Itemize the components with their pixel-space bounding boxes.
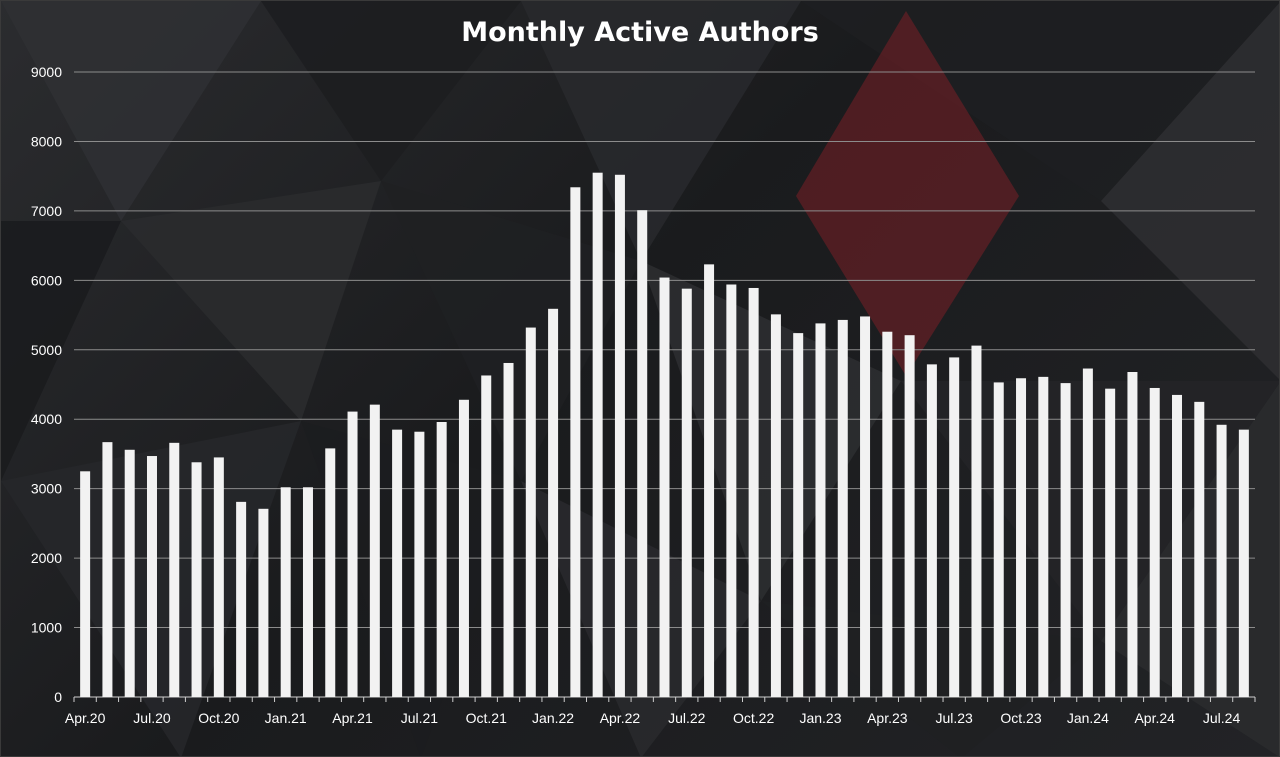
x-tick-label: Oct.21 xyxy=(466,710,507,726)
x-tick-label: Apr.20 xyxy=(65,710,106,726)
bar xyxy=(146,456,157,697)
x-tick-label: Apr.22 xyxy=(600,710,641,726)
x-tick-label: Apr.21 xyxy=(332,710,373,726)
bar xyxy=(436,422,447,697)
x-tick-label: Jan.21 xyxy=(265,710,307,726)
x-tick-label: Apr.23 xyxy=(867,710,908,726)
bar xyxy=(548,308,559,697)
bar xyxy=(904,335,915,697)
x-tick-label: Apr.24 xyxy=(1134,710,1175,726)
bar xyxy=(1194,401,1205,697)
bar xyxy=(191,462,202,697)
y-tick-label: 0 xyxy=(54,689,62,705)
bar xyxy=(169,442,180,697)
x-tick-label: Jul.24 xyxy=(1203,710,1241,726)
bar xyxy=(882,331,893,697)
background-facet xyxy=(121,181,381,421)
bar xyxy=(503,362,514,697)
bar xyxy=(1172,394,1183,697)
bar xyxy=(213,457,224,697)
x-tick-label: Oct.23 xyxy=(1000,710,1041,726)
bar xyxy=(1016,378,1027,697)
bar xyxy=(860,316,871,697)
red-diamond-shape xyxy=(796,11,1019,376)
bar xyxy=(926,364,937,697)
bar xyxy=(525,327,536,697)
bar xyxy=(1127,372,1138,697)
y-tick-label: 5000 xyxy=(31,342,62,358)
background-facet xyxy=(261,1,521,181)
bar xyxy=(570,187,581,697)
bar xyxy=(414,431,425,697)
bar xyxy=(637,210,648,697)
background-facet xyxy=(1,221,121,481)
bar xyxy=(1216,424,1227,697)
background-facet xyxy=(1101,3,1279,379)
bar xyxy=(704,264,715,697)
bar xyxy=(124,449,135,697)
x-tick-label: Jul.21 xyxy=(401,710,439,726)
bar xyxy=(681,288,692,697)
bar xyxy=(325,448,336,697)
x-tick-label: Jan.22 xyxy=(532,710,574,726)
bar xyxy=(1149,387,1160,697)
bar xyxy=(302,487,313,697)
background-facet xyxy=(1101,383,1279,756)
x-tick-label: Oct.22 xyxy=(733,710,774,726)
bar xyxy=(659,277,670,697)
bar xyxy=(1105,388,1116,697)
y-tick-label: 3000 xyxy=(31,481,62,497)
x-tick-label: Jul.20 xyxy=(133,710,171,726)
chart-title: Monthly Active Authors xyxy=(461,17,819,48)
bar xyxy=(369,404,380,697)
bar xyxy=(80,471,91,697)
x-tick-label: Jul.22 xyxy=(668,710,706,726)
y-tick-label: 4000 xyxy=(31,411,62,427)
bar xyxy=(347,411,358,697)
bar xyxy=(280,487,291,697)
bar xyxy=(993,382,1004,697)
y-tick-label: 8000 xyxy=(31,133,62,149)
bar xyxy=(102,442,113,697)
bar xyxy=(1038,376,1049,697)
x-tick-label: Jul.23 xyxy=(935,710,973,726)
bar xyxy=(793,333,804,697)
y-tick-label: 6000 xyxy=(31,272,62,288)
bar xyxy=(458,399,469,697)
y-tick-label: 7000 xyxy=(31,203,62,219)
bar xyxy=(949,357,960,697)
bar xyxy=(770,314,781,697)
y-tick-label: 9000 xyxy=(31,64,62,80)
x-tick-label: Jan.23 xyxy=(799,710,841,726)
y-tick-label: 1000 xyxy=(31,620,62,636)
bar xyxy=(1238,429,1249,697)
bar xyxy=(971,345,982,697)
bar xyxy=(592,172,603,697)
x-tick-label: Jan.24 xyxy=(1067,710,1109,726)
bar xyxy=(236,501,247,697)
background-facet xyxy=(521,1,801,261)
bar xyxy=(1060,383,1071,697)
bar xyxy=(748,287,759,697)
bar xyxy=(481,375,492,697)
bar xyxy=(614,174,625,697)
y-tick-label: 2000 xyxy=(31,550,62,566)
bar xyxy=(837,319,848,697)
bar xyxy=(726,284,737,697)
x-tick-label: Oct.20 xyxy=(198,710,239,726)
bar xyxy=(815,323,826,697)
bar xyxy=(1082,368,1093,697)
bar xyxy=(258,508,269,697)
background-facet xyxy=(1,1,261,221)
bar xyxy=(392,429,403,697)
